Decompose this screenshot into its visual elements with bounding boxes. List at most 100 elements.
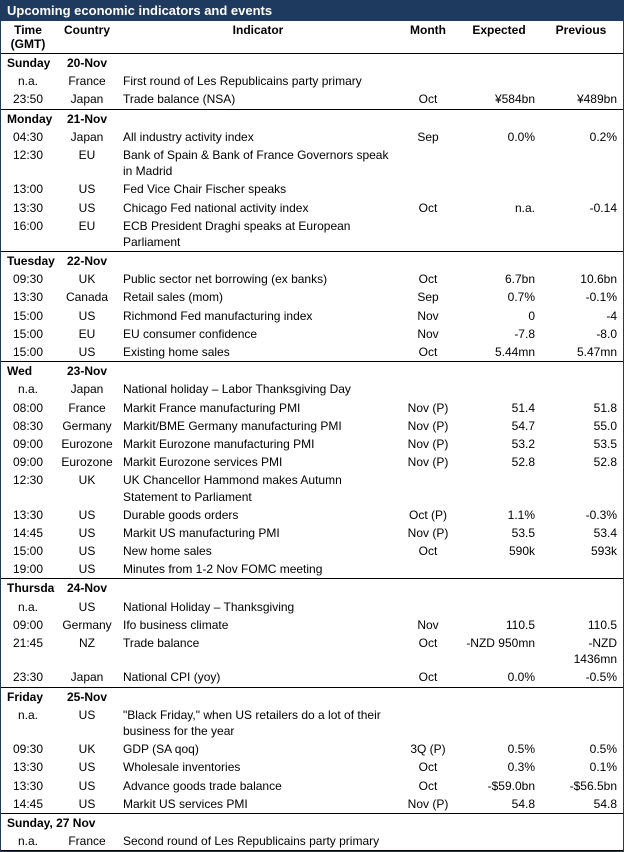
cell-indicator: ECB President Draghi speaks at European … <box>119 217 397 252</box>
cell-time: 12:30 <box>1 146 55 180</box>
cell-indicator: Ifo business climate <box>119 616 397 634</box>
cell-expected <box>459 146 541 180</box>
cell-previous: 53.5 <box>541 435 623 453</box>
cell-country: US <box>55 343 119 362</box>
cell-expected <box>459 471 541 505</box>
cell-previous <box>541 471 623 505</box>
cell-previous: ¥489bn <box>541 90 623 109</box>
cell-country: US <box>55 542 119 560</box>
cell-expected <box>459 217 541 252</box>
table-row: 12:30EUBank of Spain & Bank of France Go… <box>1 146 623 180</box>
cell-country: Japan <box>55 128 119 146</box>
table-row: 09:00EurozoneMarkit Eurozone services PM… <box>1 453 623 471</box>
cell-country: Japan <box>55 90 119 109</box>
cell-indicator: All industry activity index <box>119 128 397 146</box>
cell-time: 04:30 <box>1 128 55 146</box>
day-date: 24-Nov <box>55 579 119 598</box>
cell-time: 13:00 <box>1 180 55 198</box>
cell-month <box>397 380 459 398</box>
cell-time: n.a. <box>1 832 55 851</box>
cell-indicator: Richmond Fed manufacturing index <box>119 307 397 325</box>
cell-expected <box>459 832 541 851</box>
cell-expected: 110.5 <box>459 616 541 634</box>
cell-month: Nov <box>397 325 459 343</box>
cell-expected <box>459 706 541 740</box>
cell-time: 15:00 <box>1 343 55 362</box>
cell-month: Sep <box>397 288 459 306</box>
cell-country: France <box>55 399 119 417</box>
table-row: n.a.JapanNational holiday – Labor Thanks… <box>1 380 623 398</box>
cell-month <box>397 72 459 90</box>
cell-expected <box>459 560 541 579</box>
day-label: Friday <box>1 687 55 706</box>
cell-indicator: Minutes from 1-2 Nov FOMC meeting <box>119 560 397 579</box>
cell-expected <box>459 180 541 198</box>
day-header-row: Friday25-Nov <box>1 687 623 706</box>
cell-time: 13:30 <box>1 199 55 217</box>
table-row: 15:00USExisting home salesOct5.44mn5.47m… <box>1 343 623 362</box>
cell-country: Germany <box>55 417 119 435</box>
cell-expected: ¥584bn <box>459 90 541 109</box>
cell-country: US <box>55 598 119 616</box>
cell-country: Canada <box>55 288 119 306</box>
cell-previous: -0.1% <box>541 288 623 306</box>
cell-month: Nov (P) <box>397 453 459 471</box>
day-header-row: Wed23-Nov <box>1 362 623 381</box>
cell-month: Oct (P) <box>397 506 459 524</box>
cell-time: 19:00 <box>1 560 55 579</box>
cell-indicator: Second round of Les Republicains party p… <box>119 832 397 851</box>
cell-time: n.a. <box>1 380 55 398</box>
cell-country: France <box>55 72 119 90</box>
table-row: n.a.FranceFirst round of Les Republicain… <box>1 72 623 90</box>
cell-country: EU <box>55 146 119 180</box>
cell-time: 15:00 <box>1 542 55 560</box>
cell-country: Eurozone <box>55 453 119 471</box>
cell-month: Nov <box>397 616 459 634</box>
cell-previous: -0.14 <box>541 199 623 217</box>
cell-time: 09:30 <box>1 740 55 758</box>
cell-country: Japan <box>55 668 119 687</box>
table-row: n.a.US"Black Friday," when US retailers … <box>1 706 623 740</box>
cell-previous <box>541 598 623 616</box>
cell-expected: 0.3% <box>459 758 541 776</box>
cell-expected: -$59.0bn <box>459 777 541 795</box>
day-header-row: Tuesday22-Nov <box>1 252 623 271</box>
table-title: Upcoming economic indicators and events <box>1 0 623 21</box>
cell-month <box>397 217 459 252</box>
cell-time: n.a. <box>1 598 55 616</box>
cell-country: NZ <box>55 634 119 668</box>
cell-indicator: National holiday – Labor Thanksgiving Da… <box>119 380 397 398</box>
cell-indicator: Existing home sales <box>119 343 397 362</box>
table-row: 09:00GermanyIfo business climateNov110.5… <box>1 616 623 634</box>
cell-country: US <box>55 758 119 776</box>
day-header-row: Sunday, 27 Nov <box>1 813 623 832</box>
table-row: 12:30UKUK Chancellor Hammond makes Autum… <box>1 471 623 505</box>
cell-expected: 0.7% <box>459 288 541 306</box>
cell-indicator: Markit France manufacturing PMI <box>119 399 397 417</box>
cell-previous <box>541 217 623 252</box>
cell-time: 08:00 <box>1 399 55 417</box>
cell-indicator: Trade balance (NSA) <box>119 90 397 109</box>
cell-previous <box>541 72 623 90</box>
cell-previous <box>541 706 623 740</box>
cell-expected: 53.2 <box>459 435 541 453</box>
cell-previous: 0.2% <box>541 128 623 146</box>
cell-expected <box>459 598 541 616</box>
cell-expected: 54.8 <box>459 795 541 814</box>
cell-month: Nov (P) <box>397 524 459 542</box>
cell-previous: -0.3% <box>541 506 623 524</box>
cell-previous: 0.1% <box>541 758 623 776</box>
cell-indicator: EU consumer confidence <box>119 325 397 343</box>
col-header-time: Time (GMT) <box>1 21 55 54</box>
cell-indicator: National CPI (yoy) <box>119 668 397 687</box>
cell-indicator: Markit Eurozone manufacturing PMI <box>119 435 397 453</box>
cell-time: 13:30 <box>1 777 55 795</box>
cell-previous: 110.5 <box>541 616 623 634</box>
cell-previous: -4 <box>541 307 623 325</box>
cell-country: US <box>55 524 119 542</box>
cell-month: Oct <box>397 270 459 288</box>
cell-indicator: First round of Les Republicains party pr… <box>119 72 397 90</box>
cell-time: 12:30 <box>1 471 55 505</box>
day-date: 20-Nov <box>55 54 119 73</box>
day-label: Monday <box>1 109 55 128</box>
